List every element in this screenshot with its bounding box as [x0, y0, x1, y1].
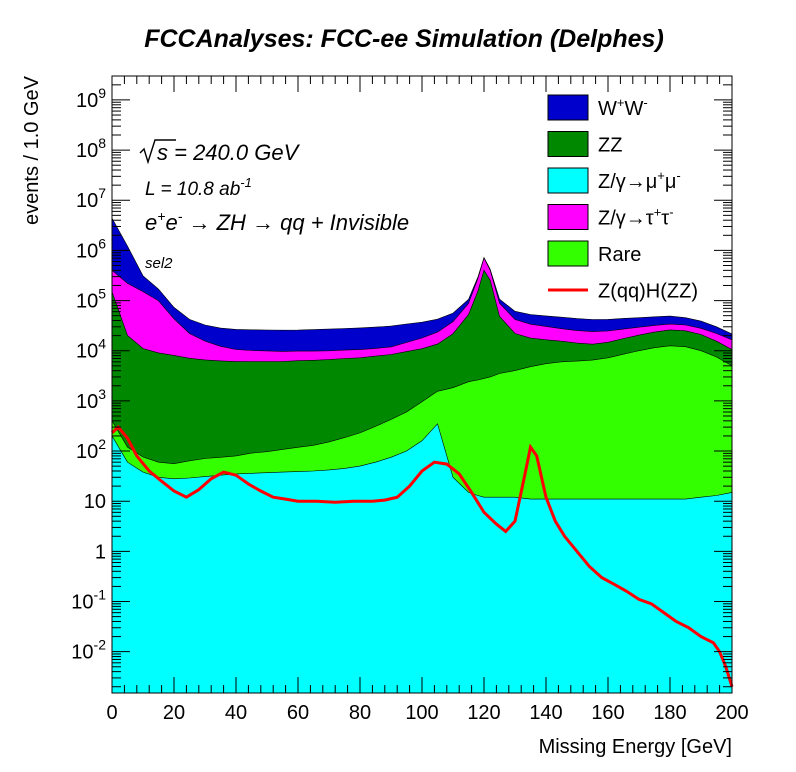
annotations: s = 240.0 GeV L = 10.8 ab-1 e+e- → ZH → …	[139, 139, 409, 272]
x-tick-label: 20	[163, 702, 185, 724]
legend-label-z-qq-h-zz-: Z(qq)H(ZZ)	[598, 281, 698, 303]
chart-title: FCCAnalyses: FCC-ee Simulation (Delphes)	[144, 25, 664, 53]
y-tick-label: 10-1	[71, 587, 106, 614]
luminosity-exponent: -1	[240, 175, 252, 190]
y-tick-label: 105	[76, 286, 106, 313]
legend-swatch-z-	[547, 204, 589, 230]
luminosity-annotation: L = 10.8 ab-1	[145, 175, 252, 200]
x-axis-label: Missing Energy [GeV]	[539, 736, 732, 758]
signal-line	[110, 424, 734, 688]
x-tick-label: 80	[349, 702, 371, 724]
sqrt-s-annotation: s = 240.0 GeV	[139, 139, 301, 165]
x-tick-label: 0	[106, 702, 117, 724]
legend-swatch-zz	[547, 131, 589, 157]
y-tick-label: 106	[76, 235, 106, 262]
sqrt-symbol	[139, 139, 176, 165]
y-tick-label: 10-2	[71, 637, 106, 664]
legend-label-zz: ZZ	[598, 135, 622, 157]
x-tick-label: 180	[653, 702, 686, 724]
luminosity-text: L = 10.8 ab	[145, 179, 240, 200]
plot-area: 0 20 40 60 80 100 120 140 160 180 200 10-2 10-1 1 10 10…	[71, 75, 749, 724]
legend-label-z-: Z/γ→μ+μ-	[598, 168, 681, 193]
legend: W+W- ZZ Z/γ→μ+μ- Z/γ→τ+τ- Rare Z(qq)H(ZZ)	[547, 94, 698, 303]
legend-label-w-w-: W+W-	[598, 95, 648, 120]
x-tick-label: 200	[715, 702, 748, 724]
legend-label-z-: Z/γ→τ+τ-	[598, 205, 674, 230]
y-tick-label: 103	[76, 386, 106, 413]
x-tick-label: 120	[467, 702, 500, 724]
y-axis-label: events / 1.0 GeV	[21, 75, 43, 225]
sqrt-s-text: s = 240.0 GeV	[157, 140, 301, 165]
x-tick-label: 100	[405, 702, 438, 724]
y-tick-label: 10	[84, 491, 106, 513]
legend-swatch-w-w-	[547, 94, 589, 121]
selection-label: sel2	[145, 255, 173, 272]
y-tick-label: 104	[76, 336, 106, 363]
y-tick-label: 102	[76, 436, 106, 463]
y-tick-label: 109	[76, 85, 106, 112]
y-tick-label: 107	[76, 185, 106, 212]
y-tick-label: 1	[95, 541, 106, 563]
legend-swatch-z-	[547, 167, 589, 194]
x-tick-label: 40	[225, 702, 247, 724]
legend-label-rare: Rare	[598, 244, 641, 266]
x-tick-label: 160	[591, 702, 624, 724]
x-tick-label: 140	[529, 702, 562, 724]
legend-swatch-rare	[547, 240, 589, 267]
x-tick-label: 60	[287, 702, 309, 724]
process-annotation: e+e- → ZH → qq + Invisible	[145, 208, 409, 235]
series-area-z-	[111, 423, 733, 694]
y-tick-label: 108	[76, 135, 106, 162]
